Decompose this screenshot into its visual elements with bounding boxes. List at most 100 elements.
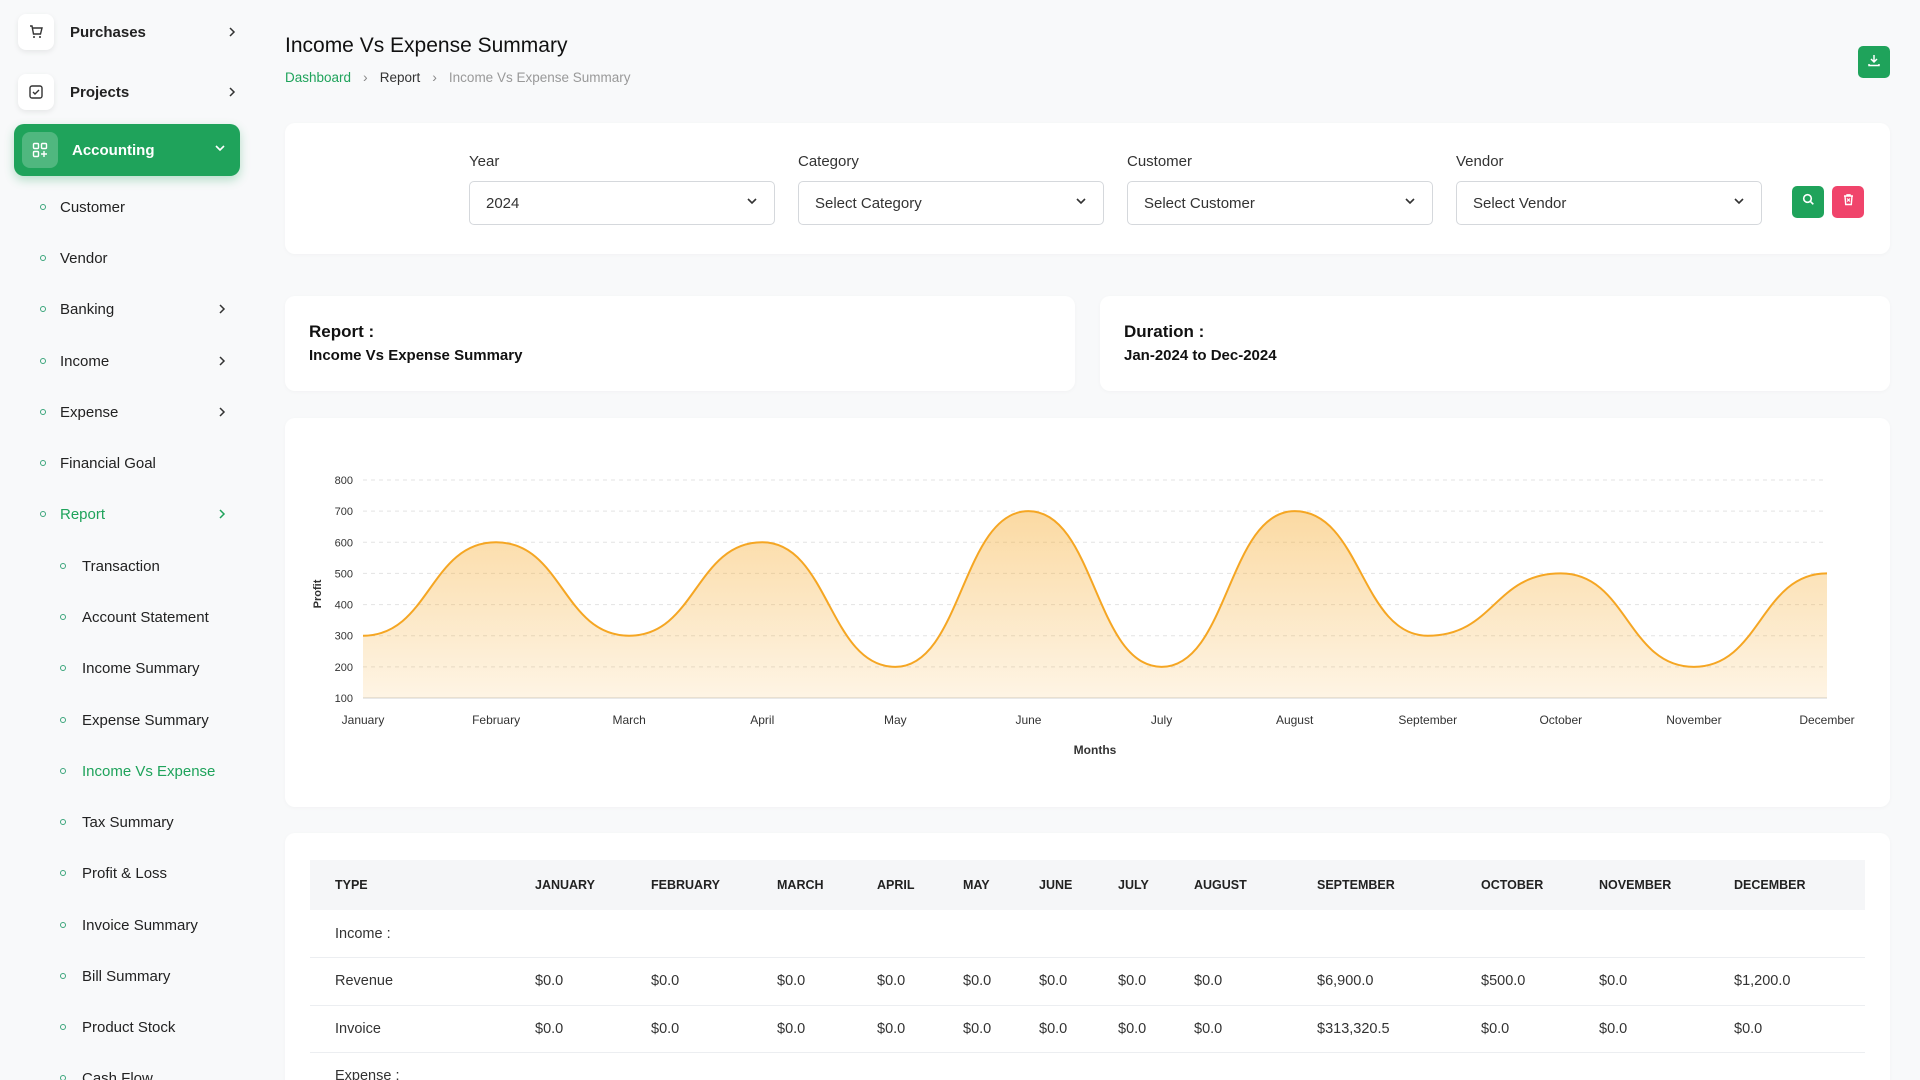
grid-plus-icon <box>22 132 58 168</box>
sidebar-item-vendor[interactable]: Vendor <box>40 246 230 270</box>
sidebar-item-label: Projects <box>70 83 130 101</box>
download-icon <box>1867 53 1881 72</box>
breadcrumb-dashboard[interactable]: Dashboard <box>285 69 352 85</box>
sidebar-item-customer[interactable]: Customer <box>40 195 230 219</box>
chevron-down-icon <box>1733 194 1745 212</box>
sidebar-item-account-statement[interactable]: Account Statement <box>60 605 250 629</box>
clear-filter-button[interactable] <box>1832 186 1864 218</box>
sidebar-item-label: Profit & Loss <box>82 864 168 882</box>
sidebar-item-label: Income <box>60 352 110 370</box>
bullet-icon <box>60 614 66 620</box>
income-expense-table: TYPE JANUARY FEBRUARY MARCH APRIL MAY JU… <box>310 860 1865 1080</box>
bullet-icon <box>60 665 66 671</box>
x-axis-label: Months <box>1074 743 1117 757</box>
table-cell: $0.0 <box>852 1005 938 1053</box>
breadcrumb-report[interactable]: Report <box>379 69 421 85</box>
chevron-down-icon <box>746 194 758 212</box>
sidebar-item-report[interactable]: Report <box>40 502 230 526</box>
bullet-icon <box>40 511 46 517</box>
col-header-august: AUGUST <box>1194 878 1247 892</box>
sidebar-item-expense-summary[interactable]: Expense Summary <box>60 708 250 732</box>
search-button[interactable] <box>1792 186 1824 218</box>
year-filter: Year 2024 <box>469 153 775 225</box>
checkbox-icon <box>18 74 54 110</box>
year-select[interactable]: 2024 <box>469 181 775 225</box>
bullet-icon <box>60 1075 66 1080</box>
sidebar-item-label: Bill Summary <box>82 967 171 985</box>
chevron-down-icon <box>214 141 226 159</box>
category-select[interactable]: Select Category <box>798 181 1104 225</box>
col-header-september: SEPTEMBER <box>1317 878 1395 892</box>
bullet-icon <box>60 768 66 774</box>
col-header-june: JUNE <box>1039 878 1073 892</box>
report-value: Income Vs Expense Summary <box>309 347 523 364</box>
bullet-icon <box>40 460 46 466</box>
sidebar-item-label: Invoice Summary <box>82 916 198 934</box>
sidebar-item-label: Cash Flow <box>82 1069 153 1080</box>
table-cell: $0.0 <box>1574 957 1709 1006</box>
table-cell: $0.0 <box>938 957 1014 1006</box>
sidebar-item-banking[interactable]: Banking <box>40 297 230 321</box>
bullet-icon <box>40 306 46 312</box>
table-row: Revenue $0.0 $0.0 $0.0 $0.0 $0.0 $0.0 $0… <box>310 957 1865 1006</box>
x-tick-label: March <box>613 713 646 727</box>
col-header-december: DECEMBER <box>1734 878 1806 892</box>
col-header-october: OCTOBER <box>1481 878 1544 892</box>
chevron-down-icon <box>1404 194 1416 212</box>
col-header-july: JULY <box>1118 878 1149 892</box>
sidebar-item-transaction[interactable]: Transaction <box>60 554 250 578</box>
duration-value: Jan-2024 to Dec-2024 <box>1124 347 1277 364</box>
chevron-right-icon <box>224 24 240 40</box>
sidebar-item-financial-goal[interactable]: Financial Goal <box>40 451 230 475</box>
table-cell: $0.0 <box>1709 1005 1865 1053</box>
table-header-row: TYPE JANUARY FEBRUARY MARCH APRIL MAY JU… <box>310 860 1865 910</box>
x-tick-label: November <box>1666 713 1721 727</box>
page-title: Income Vs Expense Summary <box>285 34 568 57</box>
x-tick-label: October <box>1539 713 1582 727</box>
download-button[interactable] <box>1858 46 1890 78</box>
duration-info-card: Duration : Jan-2024 to Dec-2024 <box>1100 296 1890 391</box>
vendor-select[interactable]: Select Vendor <box>1456 181 1762 225</box>
report-title: Report : <box>309 322 375 341</box>
customer-select[interactable]: Select Customer <box>1127 181 1433 225</box>
col-header-february: FEBRUARY <box>651 878 720 892</box>
y-tick-label: 500 <box>335 568 353 580</box>
bullet-icon <box>60 973 66 979</box>
trash-icon <box>1842 193 1855 211</box>
search-icon <box>1802 193 1815 211</box>
chevron-right-icon: › <box>432 69 437 85</box>
category-label: Category <box>798 153 859 170</box>
col-header-type: TYPE <box>335 878 368 892</box>
x-tick-label: July <box>1151 713 1172 727</box>
sidebar-item-product-stock[interactable]: Product Stock <box>60 1015 250 1039</box>
sidebar-item-bill-summary[interactable]: Bill Summary <box>60 964 250 988</box>
sidebar-item-label: Expense Summary <box>82 711 209 729</box>
sidebar-item-label: Account Statement <box>82 608 209 626</box>
sidebar-item-profit-loss[interactable]: Profit & Loss <box>60 861 250 885</box>
expense-section-label: Expense : <box>310 1052 1865 1080</box>
table-cell: $0.0 <box>1169 957 1292 1006</box>
table-row: Invoice $0.0 $0.0 $0.0 $0.0 $0.0 $0.0 $0… <box>310 1005 1865 1053</box>
sidebar-item-accounting[interactable]: Accounting <box>14 124 240 176</box>
sidebar-item-tax-summary[interactable]: Tax Summary <box>60 810 250 834</box>
col-header-may: MAY <box>963 878 990 892</box>
x-tick-label: May <box>884 713 907 727</box>
sidebar-item-income-vs-expense[interactable]: Income Vs Expense <box>60 759 250 783</box>
sidebar-item-income-summary[interactable]: Income Summary <box>60 656 250 680</box>
table-cell: $0.0 <box>1093 1005 1169 1053</box>
sidebar-item-expense[interactable]: Expense <box>40 400 230 424</box>
row-type: Revenue <box>310 957 510 1006</box>
bullet-icon <box>60 819 66 825</box>
sidebar: Purchases Projects Accounting Customer V… <box>0 0 256 1080</box>
bullet-icon <box>40 204 46 210</box>
chevron-right-icon <box>214 353 230 369</box>
sidebar-item-income[interactable]: Income <box>40 349 230 373</box>
col-header-january: JANUARY <box>535 878 595 892</box>
sidebar-item-label: Income Summary <box>82 659 200 677</box>
sidebar-item-invoice-summary[interactable]: Invoice Summary <box>60 913 250 937</box>
y-tick-label: 600 <box>335 537 353 549</box>
chevron-right-icon: › <box>363 69 368 85</box>
sidebar-item-cash-flow[interactable]: Cash Flow <box>60 1066 250 1080</box>
sidebar-item-purchases[interactable]: Purchases <box>18 10 240 54</box>
sidebar-item-projects[interactable]: Projects <box>18 70 240 114</box>
